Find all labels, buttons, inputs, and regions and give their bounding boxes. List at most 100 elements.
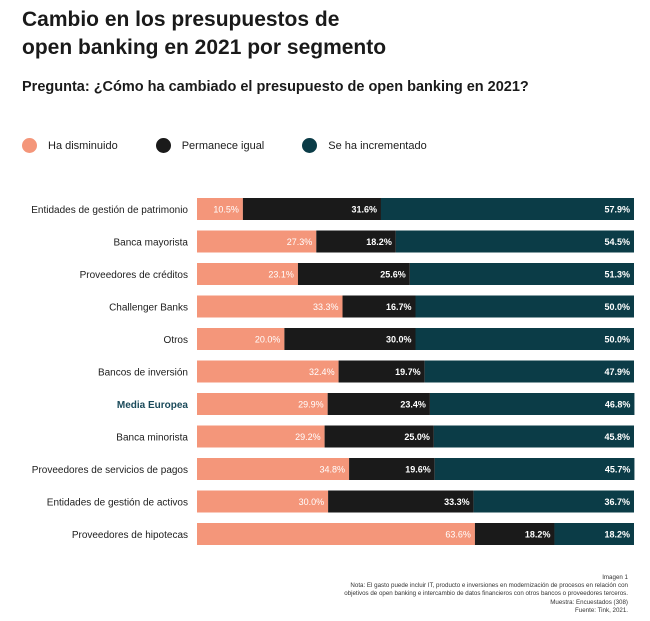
bar-segment-incrementado — [434, 458, 635, 480]
data-label-disminuido: 32.4% — [309, 367, 335, 377]
data-label-incrementado: 51.3% — [604, 270, 630, 280]
bar-segment-incrementado — [415, 295, 634, 318]
bar-segment-igual — [297, 263, 410, 285]
bar-segment-disminuido — [197, 393, 328, 415]
category-label: Banca mayorista — [114, 237, 189, 248]
data-label-incrementado: 45.7% — [605, 465, 631, 475]
data-label-igual: 18.2% — [366, 237, 392, 247]
data-label-disminuido: 34.8% — [320, 465, 346, 475]
data-label-incrementado: 36.7% — [604, 497, 630, 507]
bar-segment-incrementado — [554, 523, 634, 545]
bar-segment-igual — [328, 490, 474, 513]
data-label-incrementado: 50.0% — [604, 302, 630, 312]
category-label: Bancos de inversión — [98, 367, 188, 378]
category-label: Challenger Banks — [109, 302, 188, 313]
bar-segment-igual — [284, 328, 416, 350]
bar-row-5: Otros 20.0% 30.0% 50.0% — [164, 328, 634, 350]
bar-segment-igual — [474, 523, 555, 545]
chart-legend: Ha disminuido Permanece igual Se ha incr… — [22, 138, 465, 153]
bar-segment-igual — [349, 458, 435, 480]
bar-segment-disminuido — [197, 328, 285, 350]
legend-swatch-incrementado — [302, 138, 318, 153]
data-label-disminuido: 29.9% — [298, 400, 324, 410]
bar-row-2: Banca mayorista 27.3% 18.2% 54.5% — [114, 230, 634, 253]
data-label-igual: 33.3% — [444, 497, 470, 507]
data-label-disminuido: 63.6% — [445, 530, 471, 540]
bar-segment-igual — [242, 198, 381, 220]
data-label-incrementado: 18.2% — [604, 530, 630, 540]
bar-row-11: Proveedores de hipotecas 63.6% 18.2% 18.2% — [72, 523, 634, 545]
data-label-igual: 19.6% — [405, 465, 431, 475]
category-label: Entidades de gestión de patrimonio — [31, 205, 188, 216]
data-label-igual: 25.0% — [404, 432, 430, 442]
legend-item-disminuido: Ha disminuido — [22, 138, 118, 153]
bar-segment-disminuido — [197, 458, 350, 480]
data-label-disminuido: 20.0% — [255, 335, 281, 345]
data-label-incrementado: 47.9% — [604, 367, 630, 377]
bar-row-10: Entidades de gestión de activos 30.0% 33.3… — [47, 490, 634, 513]
data-label-igual: 31.6% — [351, 205, 377, 215]
data-label-incrementado: 54.5% — [604, 237, 630, 247]
legend-label-incrementado: Se ha incrementado — [328, 139, 427, 152]
data-label-igual: 23.4% — [400, 400, 426, 410]
data-label-igual: 18.2% — [525, 530, 551, 540]
bar-segment-igual — [338, 360, 425, 383]
bar-segment-disminuido — [197, 263, 298, 285]
chart-title-line-2: open banking en 2021 por segmento — [22, 36, 387, 59]
category-label: Proveedores de servicios de pagos — [32, 465, 188, 476]
bar-row-6: Bancos de inversión 32.4% 19.7% 47.9% — [98, 360, 634, 383]
bar-segment-incrementado — [409, 263, 634, 285]
bar-segment-disminuido — [197, 360, 339, 383]
bar-segment-disminuido — [197, 425, 325, 448]
legend-swatch-disminuido — [22, 138, 37, 153]
bar-segment-igual — [316, 230, 396, 253]
bar-segment-disminuido — [197, 230, 317, 253]
bar-segment-incrementado — [433, 425, 634, 448]
bar-segment-igual — [342, 295, 416, 318]
bar-segment-disminuido — [197, 198, 243, 220]
chart-footer: Imagen 1 Nota: El gasto puede incluir IT… — [344, 574, 628, 615]
category-label: Proveedores de créditos — [80, 270, 188, 281]
category-label: Banca minorista — [116, 432, 188, 443]
data-label-igual: 19.7% — [395, 367, 421, 377]
data-label-igual: 25.6% — [380, 270, 406, 280]
data-label-igual: 30.0% — [386, 335, 412, 345]
bar-segment-disminuido — [197, 490, 329, 513]
bar-row-4: Challenger Banks 33.3% 16.7% 50.0% — [109, 295, 634, 318]
data-label-disminuido: 27.3% — [287, 237, 313, 247]
bar-segment-incrementado — [380, 198, 634, 220]
bar-segment-igual — [324, 425, 434, 448]
data-label-disminuido: 33.3% — [313, 302, 339, 312]
bar-row-9: Proveedores de servicios de pagos 34.8% 19… — [32, 458, 635, 480]
category-label: Otros — [164, 335, 188, 346]
data-label-incrementado: 57.9% — [604, 205, 630, 215]
footer-image-label: Imagen 1 — [602, 574, 628, 581]
category-label: Entidades de gestión de activos — [47, 497, 188, 508]
data-label-disminuido: 29.2% — [295, 432, 321, 442]
bar-segment-igual — [327, 393, 430, 415]
footer-note-line-1: Nota: El gasto puede incluir IT, product… — [350, 582, 628, 590]
bar-segment-incrementado — [395, 230, 634, 253]
data-label-incrementado: 50.0% — [604, 335, 630, 345]
footer-note-line-2: objetivos de open banking e intercambio … — [344, 590, 628, 598]
chart-title-line-1: Cambio en los presupuestos de — [22, 8, 340, 31]
bar-segment-disminuido — [197, 523, 475, 545]
data-label-disminuido: 10.5% — [213, 205, 239, 215]
bar-segment-incrementado — [429, 393, 635, 415]
bar-row-7: Media Europea 29.9% 23.4% 46.8% — [117, 393, 635, 415]
data-label-disminuido: 23.1% — [268, 270, 294, 280]
footer-sample: Muestra: Encuestados (308) — [550, 598, 628, 606]
bar-segment-incrementado — [473, 490, 634, 513]
data-label-disminuido: 30.0% — [299, 497, 325, 507]
data-label-incrementado: 45.8% — [604, 432, 630, 442]
bar-row-8: Banca minorista 29.2% 25.0% 45.8% — [116, 425, 634, 448]
bar-row-3: Proveedores de créditos 23.1% 25.6% 51.3% — [80, 263, 634, 285]
legend-label-disminuido: Ha disminuido — [48, 139, 118, 152]
chart-title: Cambio en los presupuestos de open banki… — [22, 6, 622, 62]
legend-item-igual: Permanece igual — [155, 138, 265, 153]
legend-label-igual: Permanece igual — [181, 139, 265, 152]
data-label-incrementado: 46.8% — [605, 400, 631, 410]
bar-segment-incrementado — [424, 360, 634, 383]
category-label: Proveedores de hipotecas — [72, 530, 188, 541]
